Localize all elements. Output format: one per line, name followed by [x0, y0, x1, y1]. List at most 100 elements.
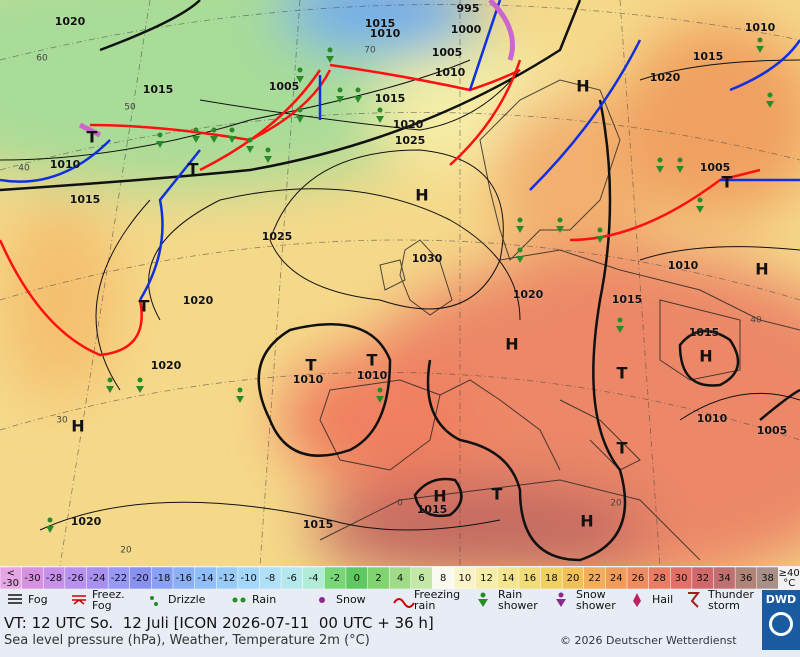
- rain-symbol: [157, 132, 163, 138]
- rain-symbol: [617, 317, 623, 323]
- rain-symbol: [297, 107, 303, 113]
- shower-symbol: [596, 236, 604, 243]
- rain-symbol: [355, 87, 361, 93]
- pressure-center: H: [505, 335, 518, 354]
- isobar-label: 1010: [370, 27, 401, 40]
- rain-symbol: [767, 92, 773, 98]
- shower-symbol: [616, 326, 624, 333]
- latitude-label: 50: [124, 103, 136, 113]
- scale-label: 38: [761, 573, 774, 584]
- weather-label: Hail: [652, 593, 673, 606]
- scale-label: -8: [265, 573, 275, 584]
- isobar-label: 1010: [435, 66, 466, 79]
- shower-symbol: [376, 116, 384, 123]
- valid-time: VT: 12 UTC So. 12 Juli [ICON 2026-07-11 …: [4, 614, 434, 632]
- pressure-center: T: [139, 297, 150, 316]
- scale-label: -2: [330, 573, 340, 584]
- weather-icon: [319, 597, 325, 603]
- pressure-center: H: [576, 77, 589, 96]
- isobar-label: 1015: [143, 83, 174, 96]
- scale-label: -26: [68, 573, 84, 584]
- isobar-label: 1015: [365, 17, 396, 30]
- isobar-label: 1010: [293, 373, 324, 386]
- weather-label: Freez.: [92, 588, 125, 601]
- rain-symbol: [237, 387, 243, 393]
- weather-label: Rain: [252, 593, 276, 606]
- logo-text: DWD: [765, 593, 797, 606]
- weather-label: Freezing: [414, 588, 460, 601]
- shower-symbol: [296, 76, 304, 83]
- scale-label: -24: [89, 573, 105, 584]
- rain-symbol: [657, 157, 663, 163]
- isobar-label: 1020: [151, 359, 182, 372]
- scale-label: -10: [240, 573, 256, 584]
- isobar-label: 1005: [269, 80, 300, 93]
- scale-label: -22: [111, 573, 127, 584]
- shower-symbol: [656, 166, 664, 173]
- rain-symbol: [697, 197, 703, 203]
- isobar-label: 1005: [757, 424, 788, 437]
- weather-label: Snow: [576, 588, 606, 601]
- latitude-label: 40: [750, 316, 762, 326]
- scale-label: -28: [46, 573, 62, 584]
- pressure-center: T: [367, 351, 378, 370]
- weather-label: Fog: [92, 599, 112, 612]
- rain-symbol: [265, 147, 271, 153]
- shower-symbol: [236, 396, 244, 403]
- shower-symbol: [228, 136, 236, 143]
- isobar-label: 1020: [71, 515, 102, 528]
- isobar-label: 1030: [412, 252, 443, 265]
- latitude-label: 20: [610, 499, 622, 509]
- isobar-label: 1015: [689, 326, 720, 339]
- weather-icon: [154, 602, 158, 606]
- weather-label: Drizzle: [168, 593, 206, 606]
- scale-label: 28: [653, 573, 666, 584]
- rain-symbol: [247, 137, 253, 143]
- isobar-label: 1015: [417, 503, 448, 516]
- shower-symbol: [106, 386, 114, 393]
- isobar-label: 1010: [697, 412, 728, 425]
- weather-label: Rain: [498, 588, 522, 601]
- weather-icon: [478, 599, 488, 607]
- scale-label: 14: [502, 573, 515, 584]
- shower-symbol: [676, 166, 684, 173]
- weather-label: Thunder: [707, 588, 754, 601]
- shower-symbol: [326, 56, 334, 63]
- isobar-label: 1020: [55, 15, 86, 28]
- weather-icon: [240, 597, 246, 603]
- pressure-center: T: [492, 485, 503, 504]
- isobar-label: 1015: [375, 92, 406, 105]
- rain-symbol: [137, 377, 143, 383]
- shower-symbol: [516, 226, 524, 233]
- shower-symbol: [756, 46, 764, 53]
- isobar-label: 1005: [700, 161, 731, 174]
- scale-label: 20: [567, 573, 580, 584]
- shower-symbol: [336, 96, 344, 103]
- isobar-label: 1020: [393, 118, 424, 131]
- latitude-label: 30: [56, 416, 68, 426]
- scale-cell: [778, 566, 800, 590]
- dwd-logo: DWD: [762, 590, 800, 650]
- scale-label: ≥40: [779, 568, 800, 579]
- weather-icon: [393, 598, 415, 608]
- isobar-label: 1015: [70, 193, 101, 206]
- scale-label: -16: [176, 573, 192, 584]
- shower-symbol: [354, 96, 362, 103]
- weather-label: Snow: [336, 593, 366, 606]
- pressure-center: T: [617, 364, 628, 383]
- latitude-label: 20: [120, 546, 132, 556]
- weather-icon: [150, 596, 154, 600]
- scale-label: -20: [132, 573, 148, 584]
- scale-label: 18: [545, 573, 558, 584]
- scale-label: 36: [740, 573, 753, 584]
- rain-symbol: [517, 217, 523, 223]
- isobar-label: 1025: [262, 230, 293, 243]
- scale-label: 26: [631, 573, 644, 584]
- weather-label: storm: [708, 599, 740, 612]
- rain-symbol: [297, 67, 303, 73]
- rain-symbol: [517, 247, 523, 253]
- scale-label: -30: [24, 573, 40, 584]
- shower-symbol: [556, 226, 564, 233]
